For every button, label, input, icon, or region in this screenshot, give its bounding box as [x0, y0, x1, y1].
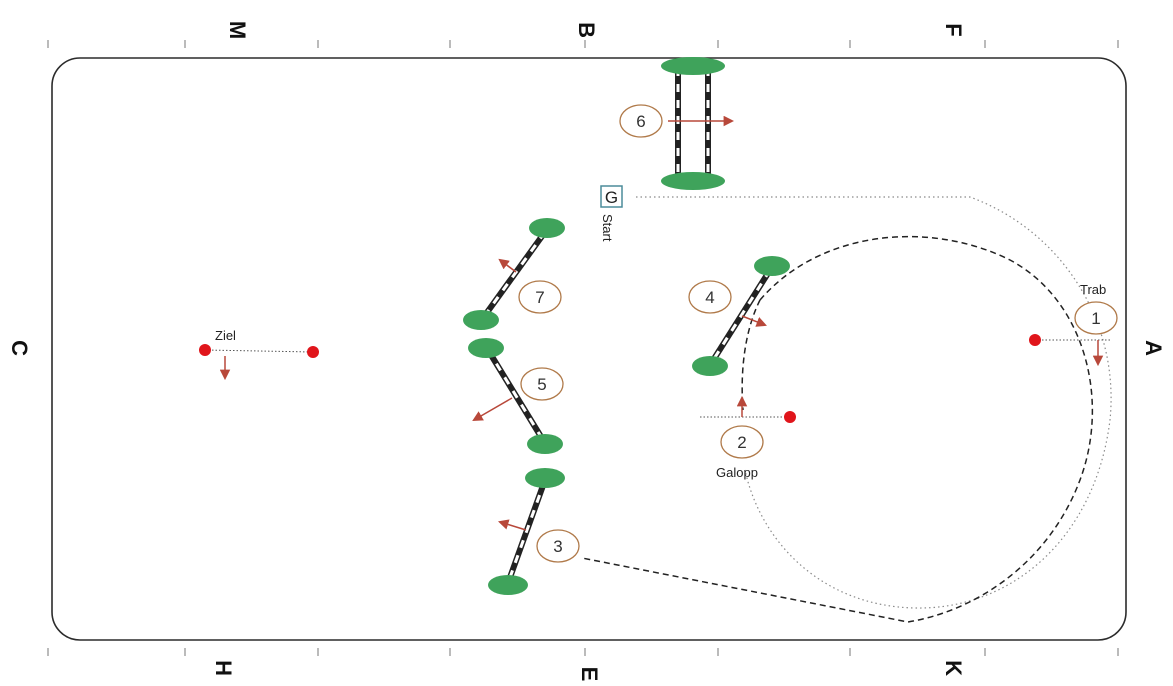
- galopp-label: Galopp: [716, 465, 758, 480]
- arena-ticks: [47, 40, 1119, 656]
- ziel-marker-left: [199, 344, 211, 356]
- arena-letter-b: B: [574, 22, 599, 38]
- obstacle-3-arrow: [497, 519, 527, 531]
- route-dotted-path: [636, 196, 1112, 609]
- obstacle-4-number: 4: [705, 288, 714, 307]
- obstacle-4-arrow: [741, 315, 767, 327]
- arena-letter-m: M: [225, 21, 250, 39]
- obstacle-7-number: 7: [535, 288, 544, 307]
- ziel-label: Ziel: [215, 328, 236, 343]
- ziel-line: [204, 349, 314, 353]
- obstacle-5-number: 5: [537, 375, 546, 394]
- obstacle-1-marker: [1029, 334, 1041, 346]
- obstacle-2-number: 2: [737, 433, 746, 452]
- trab-label: Trab: [1080, 282, 1106, 297]
- obstacle-7-number-circle: [518, 280, 562, 314]
- obstacle-7-arrow: [498, 258, 517, 273]
- obstacle-5-arrow: [472, 397, 513, 422]
- ziel-marker-right: [307, 346, 319, 358]
- arena-letter-k: K: [941, 660, 966, 676]
- arena-letter-a: A: [1141, 340, 1166, 356]
- obstacle-2-number-circle: [720, 425, 764, 459]
- obstacle-3-pole: [488, 468, 565, 595]
- arena-letter-e: E: [577, 667, 602, 682]
- obstacle-5-number-circle: [520, 367, 564, 401]
- start-label: Start: [600, 214, 615, 242]
- obstacle-4-number-circle: [688, 280, 732, 314]
- obstacle-3-number-circle: [536, 529, 580, 563]
- arena-letter-h: H: [211, 660, 236, 676]
- arena-boundary: [51, 57, 1127, 641]
- obstacle-6-number-circle: [619, 104, 663, 138]
- obstacle-4-pole: [692, 256, 790, 376]
- obstacle-6-pole: [661, 57, 725, 190]
- start-marker-box: [600, 185, 623, 208]
- arena-letter-c: C: [7, 340, 32, 356]
- obstacle-1-number: 1: [1091, 309, 1100, 328]
- start-marker-letter: G: [605, 188, 618, 207]
- arena-letter-f: F: [941, 23, 966, 36]
- route-dashed-path: [581, 235, 1094, 623]
- obstacle-1-number-circle: [1074, 301, 1118, 335]
- obstacle-5-pole: [468, 338, 563, 454]
- obstacle-7-pole: [463, 218, 565, 330]
- obstacle-3-number: 3: [553, 537, 562, 556]
- route-dashed-inner: [741, 299, 761, 411]
- obstacle-2-marker: [784, 411, 796, 423]
- obstacle-6-number: 6: [636, 112, 645, 131]
